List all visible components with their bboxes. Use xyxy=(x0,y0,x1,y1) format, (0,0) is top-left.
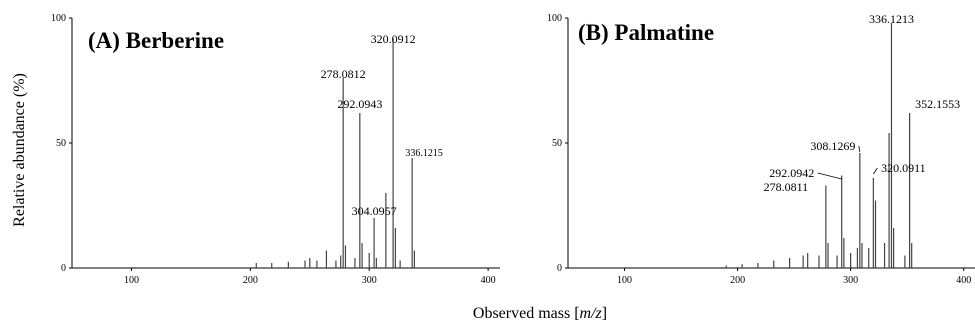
peak-label: 352.1553 xyxy=(915,97,960,111)
y-tick-label: 100 xyxy=(51,13,66,24)
y-tick-label: 50 xyxy=(552,138,562,149)
y-tick-label: 0 xyxy=(557,263,562,274)
x-axis-label: Observed mass [m/z] xyxy=(473,305,607,322)
y-axis-label: Relative abundance (%) xyxy=(11,73,28,227)
panel-title: (B) Palmatine xyxy=(578,20,714,45)
x-tick-label: 200 xyxy=(243,275,258,286)
x-tick-label: 200 xyxy=(730,275,745,286)
label-leader-line xyxy=(817,172,842,180)
label-leader-line xyxy=(858,145,861,153)
x-tick-label: 400 xyxy=(956,275,971,286)
label-leader-line xyxy=(873,167,878,175)
panel-title: (A) Berberine xyxy=(88,28,224,53)
x-tick-label: 300 xyxy=(362,275,377,286)
peak-label: 278.0811 xyxy=(764,180,809,194)
peak-label: 292.0942 xyxy=(769,166,814,180)
x-tick-label: 300 xyxy=(843,275,858,286)
y-tick-label: 0 xyxy=(61,263,66,274)
panel-berberine: 0 50 100 100 200 300 400 (A) Berberine 278.0812 2… xyxy=(51,13,500,286)
x-tick-label: 100 xyxy=(124,275,139,286)
peak-label: 278.0812 xyxy=(321,67,366,81)
y-tick-label: 50 xyxy=(56,138,66,149)
panel-palmatine: 0 50 100 100 200 300 400 (B) Palmatine 336.1213 3… xyxy=(547,12,975,286)
x-tick-label: 400 xyxy=(481,275,496,286)
peak-label: 308.1269 xyxy=(810,139,855,153)
peak-label: 304.0957 xyxy=(352,204,397,218)
x-tick-label: 100 xyxy=(617,275,632,286)
peak-label: 336.1213 xyxy=(869,12,914,26)
y-tick-label: 100 xyxy=(547,13,562,24)
peak-label: 320.0912 xyxy=(371,32,416,46)
peak-label: 320.0911 xyxy=(881,161,926,175)
peak-label: 292.0943 xyxy=(337,97,382,111)
peak-label: 336.1215 xyxy=(405,148,443,159)
